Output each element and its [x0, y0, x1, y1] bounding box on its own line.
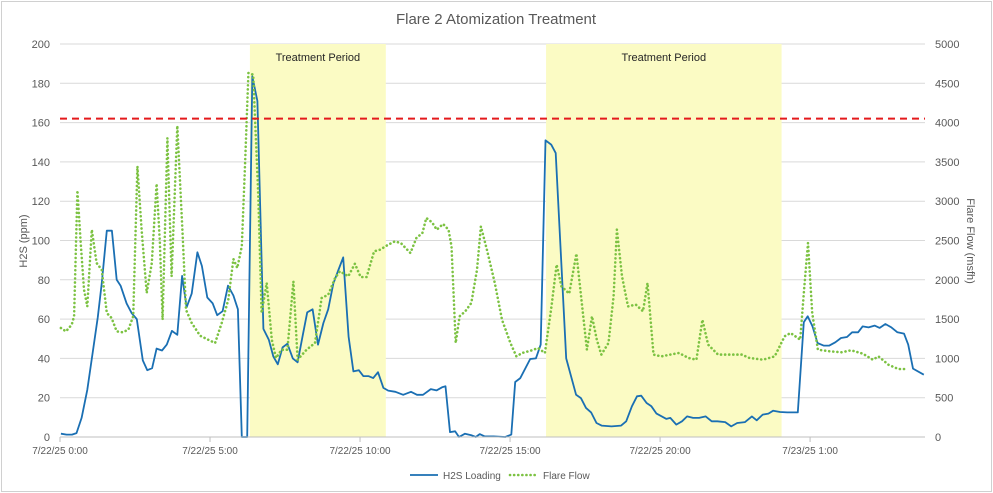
treatment-band-label: Treatment Period	[276, 52, 361, 64]
y2-axis-title: Flare Flow (msfh)	[964, 198, 976, 284]
y-tick-label: 40	[38, 353, 50, 365]
x-tick-label: 7/22/25 5:00	[182, 446, 238, 457]
y2-tick-label: 3500	[935, 157, 959, 169]
treatment-band	[249, 44, 386, 437]
y-tick-label: 100	[32, 236, 50, 248]
y-tick-label: 160	[32, 118, 50, 130]
treatment-band	[546, 44, 782, 437]
y2-tick-label: 2500	[935, 236, 959, 248]
y-tick-label: 60	[38, 314, 50, 326]
y2-tick-label: 4000	[935, 118, 959, 130]
x-tick-label: 7/23/25 1:00	[782, 446, 838, 457]
x-tick-label: 7/22/25 0:00	[32, 446, 88, 457]
y2-tick-label: 5000	[935, 39, 959, 51]
y2-tick-label: 0	[935, 432, 941, 444]
x-tick-label: 7/22/25 15:00	[479, 446, 541, 457]
y-tick-label: 20	[38, 393, 50, 405]
h2s-loading-line	[60, 75, 925, 438]
y-axis-title: H2S (ppm)	[18, 214, 30, 267]
series-lines	[59, 71, 925, 438]
legend: H2S Loading Flare Flow	[410, 471, 590, 482]
y2-tick-label: 2000	[935, 275, 959, 287]
y-tick-label: 0	[44, 432, 50, 444]
treatment-band-label: Treatment Period	[622, 52, 707, 64]
y2-tick-label: 500	[935, 393, 953, 405]
treatment-bands: Treatment Period Treatment Period	[249, 44, 782, 437]
y-tick-label: 140	[32, 157, 50, 169]
y2-tick-label: 1500	[935, 314, 959, 326]
y-tick-label: 120	[32, 196, 50, 208]
flare-flow-line	[59, 71, 910, 371]
y-tick-label: 180	[32, 78, 50, 90]
gridlines	[60, 43, 925, 438]
x-tick-label: 7/22/25 20:00	[629, 446, 691, 457]
y2-tick-label: 3000	[935, 196, 959, 208]
legend-label: H2S Loading	[443, 471, 501, 482]
y2-tick-label: 4500	[935, 78, 959, 90]
y-tick-label: 80	[38, 275, 50, 287]
x-tick-label: 7/22/25 10:00	[329, 446, 391, 457]
y2-tick-label: 1000	[935, 353, 959, 365]
y-tick-label: 200	[32, 39, 50, 51]
axes: 0204060801001201401601802000500100015002…	[32, 39, 960, 457]
legend-label: Flare Flow	[543, 471, 590, 482]
chart-title: Flare 2 Atomization Treatment	[396, 11, 597, 28]
